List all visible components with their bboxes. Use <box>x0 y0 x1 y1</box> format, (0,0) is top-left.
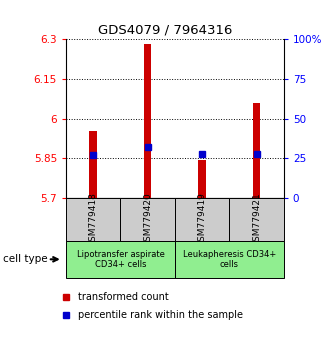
Bar <box>89 131 97 198</box>
Bar <box>175 198 229 241</box>
Bar <box>120 198 175 241</box>
Bar <box>175 241 284 278</box>
Bar <box>144 44 151 198</box>
Text: Leukapheresis CD34+
cells: Leukapheresis CD34+ cells <box>183 250 276 269</box>
Text: GSM779421: GSM779421 <box>252 192 261 247</box>
Bar <box>66 241 175 278</box>
Text: GSM779420: GSM779420 <box>143 192 152 247</box>
Bar <box>198 160 206 198</box>
Text: GSM779418: GSM779418 <box>89 192 98 247</box>
Text: GDS4079 / 7964316: GDS4079 / 7964316 <box>98 23 232 36</box>
Bar <box>229 198 284 241</box>
Bar <box>66 198 120 241</box>
Text: GSM779419: GSM779419 <box>198 192 207 247</box>
Text: Lipotransfer aspirate
CD34+ cells: Lipotransfer aspirate CD34+ cells <box>77 250 164 269</box>
Text: percentile rank within the sample: percentile rank within the sample <box>78 310 243 320</box>
Text: cell type: cell type <box>3 254 48 264</box>
Text: transformed count: transformed count <box>78 292 168 302</box>
Bar <box>253 103 260 198</box>
